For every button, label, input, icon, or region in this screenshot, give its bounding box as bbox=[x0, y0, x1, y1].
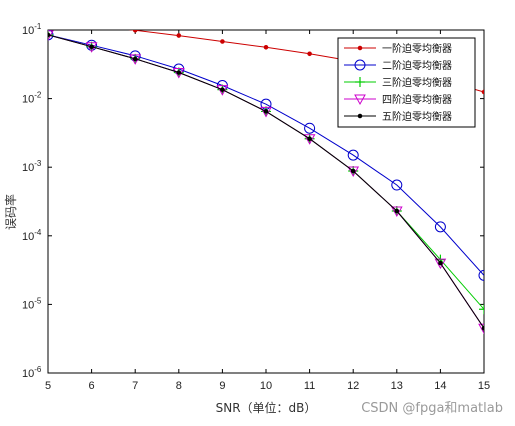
series-5 bbox=[48, 32, 484, 331]
marker-circle bbox=[304, 122, 316, 134]
legend-label: 二阶迫零均衡器 bbox=[382, 59, 452, 72]
series-line bbox=[48, 34, 484, 276]
marker-circle bbox=[391, 179, 403, 191]
marker-dot bbox=[132, 56, 138, 62]
x-tick-label: 7 bbox=[132, 380, 138, 392]
marker-circle bbox=[478, 269, 484, 281]
marker-dot bbox=[357, 113, 363, 119]
marker-triangle bbox=[354, 94, 366, 106]
marker-plus bbox=[479, 304, 484, 315]
marker-triangle bbox=[303, 134, 316, 145]
legend-label: 四阶迫零均衡器 bbox=[382, 93, 452, 106]
y-axis-label: 误码率 bbox=[3, 194, 18, 230]
marker-dot bbox=[176, 70, 182, 75]
axis-ticks: 5 6 7 8 9 10 11 12 13 14 1510-610-510-410-310-210-… bbox=[22, 22, 490, 392]
marker-triangle bbox=[260, 106, 272, 118]
x-axis-label: SNR（单位：dB） bbox=[216, 400, 317, 415]
x-tick-label: 15 bbox=[478, 380, 490, 392]
marker-dot bbox=[176, 33, 182, 38]
marker-dot bbox=[263, 44, 269, 50]
x-tick-label: 6 bbox=[89, 380, 95, 392]
marker-dot bbox=[89, 44, 94, 50]
marker-dot bbox=[48, 32, 51, 38]
marker-plus bbox=[355, 77, 365, 87]
marker-dot bbox=[307, 51, 312, 57]
marker-dot bbox=[350, 168, 356, 174]
marker-dot bbox=[481, 89, 484, 95]
marker-circle bbox=[354, 59, 366, 71]
x-tick-label: 12 bbox=[347, 380, 359, 392]
x-tick-label: 14 bbox=[434, 380, 446, 392]
marker-dot bbox=[307, 136, 312, 142]
legend-label: 一阶迫零均衡器 bbox=[382, 42, 452, 55]
marker-dot bbox=[220, 39, 225, 44]
x-tick-label: 13 bbox=[391, 380, 403, 392]
marker-triangle bbox=[390, 206, 403, 218]
x-tick-label: 5 bbox=[45, 380, 51, 392]
x-tick-label: 9 bbox=[219, 380, 225, 392]
marker-triangle bbox=[216, 85, 229, 96]
marker-dot bbox=[220, 87, 225, 92]
marker-circle bbox=[434, 221, 446, 233]
legend-item: 四阶迫零均衡器 bbox=[344, 93, 452, 106]
legend-label: 三阶迫零均衡器 bbox=[382, 76, 452, 89]
x-tick-label: 8 bbox=[176, 380, 182, 392]
marker-dot bbox=[132, 30, 138, 33]
legend-item: 二阶迫零均衡器 bbox=[344, 59, 452, 72]
marker-dot bbox=[438, 260, 443, 266]
legend-item: 一阶迫零均衡器 bbox=[344, 42, 452, 55]
legend-item: 五阶迫零均衡器 bbox=[344, 110, 452, 123]
marker-dot bbox=[263, 109, 269, 114]
series-2 bbox=[48, 30, 484, 281]
marker-dot bbox=[357, 45, 363, 51]
marker-triangle bbox=[434, 258, 447, 270]
watermark: CSDN @fpga和matlab bbox=[361, 401, 503, 416]
marker-dot bbox=[481, 325, 484, 331]
marker-circle bbox=[347, 149, 359, 161]
marker-triangle bbox=[478, 323, 484, 335]
legend-item: 三阶迫零均衡器 bbox=[344, 76, 452, 89]
marker-dot bbox=[394, 208, 400, 214]
marker-triangle bbox=[347, 166, 360, 178]
legend-label: 五阶迫零均衡器 bbox=[382, 110, 452, 123]
x-tick-label: 11 bbox=[304, 380, 315, 392]
x-tick-label: 10 bbox=[260, 380, 272, 392]
